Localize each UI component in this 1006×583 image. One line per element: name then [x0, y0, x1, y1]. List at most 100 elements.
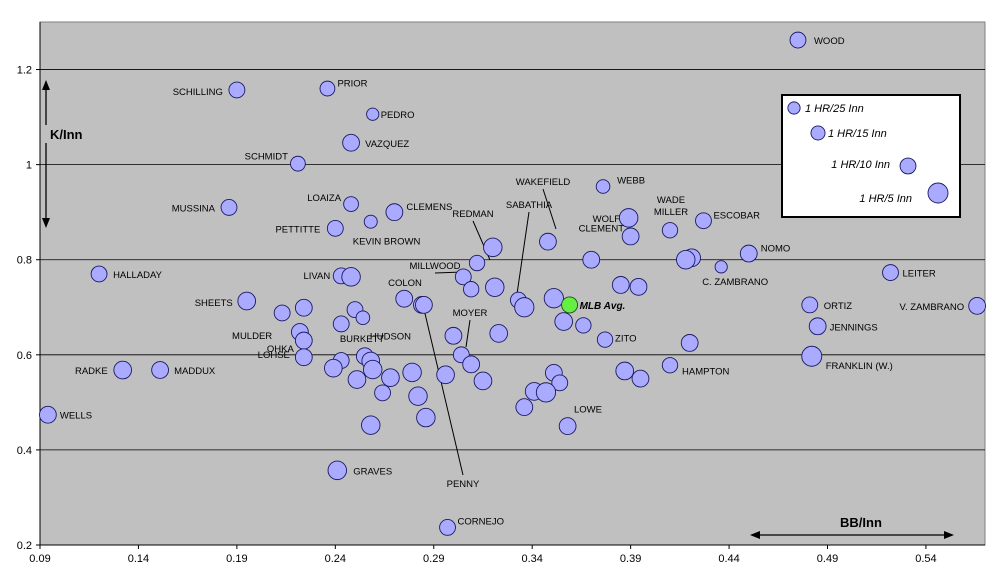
point-label: MILLWOOD	[409, 261, 460, 272]
data-point	[39, 405, 57, 424]
data-point	[327, 460, 347, 481]
data-point	[680, 334, 699, 352]
data-point	[631, 369, 650, 388]
legend: 1 HR/25 Inn 1 HR/15 Inn 1 HR/10 Inn 1 HR/5 …	[781, 94, 961, 218]
data-point	[463, 281, 480, 298]
average-point	[561, 296, 579, 314]
point-label: CORNEJO	[458, 516, 504, 527]
point-label: ORTIZ	[824, 301, 853, 312]
point-label: WEBB	[617, 176, 645, 187]
data-point	[436, 365, 455, 385]
data-point	[363, 214, 378, 229]
y-tick-labels: 0.2 0.4 0.6 0.8 1 1.2	[17, 65, 32, 552]
data-point	[661, 357, 679, 374]
point-label: ZITO	[615, 334, 636, 345]
point-label: LOWE	[574, 404, 602, 415]
x-tick-label: 0.24	[325, 553, 346, 565]
point-label: ESCOBAR	[713, 211, 760, 222]
data-point	[714, 260, 728, 274]
legend-label: 1 HR/5 Inn	[859, 193, 912, 205]
point-label: JENNINGS	[830, 322, 878, 333]
legend-label: 1 HR/25 Inn	[805, 103, 864, 115]
data-point	[968, 296, 986, 315]
leader-line	[516, 211, 530, 295]
data-point	[611, 276, 630, 294]
x-tick-label: 0.09	[29, 553, 50, 565]
point-label: MUSSINA	[172, 203, 216, 214]
data-point	[462, 355, 481, 374]
x-tick-label: 0.29	[423, 553, 444, 565]
point-label: CLEMENS	[406, 202, 452, 213]
data-point	[294, 348, 313, 367]
data-point	[342, 133, 360, 152]
data-point	[575, 317, 592, 334]
point-label: WOLF	[593, 214, 621, 225]
point-label: VAZQUEZ	[365, 139, 409, 150]
legend-marker	[899, 157, 917, 175]
point-label: C. ZAMBRANO	[702, 277, 768, 288]
data-point	[454, 268, 472, 286]
x-tick-label: 0.19	[226, 553, 247, 565]
leader-line	[542, 188, 557, 230]
data-point	[801, 296, 819, 314]
data-point	[355, 310, 371, 326]
data-point	[408, 386, 428, 406]
point-label: PRIOR	[337, 79, 367, 90]
data-point	[415, 296, 433, 314]
data-point	[290, 155, 306, 172]
point-label: WADE	[657, 195, 685, 206]
x-tick-label: 0.39	[620, 553, 641, 565]
x-tick-label: 0.54	[915, 553, 936, 565]
data-point	[361, 415, 381, 435]
data-point	[444, 326, 463, 345]
data-point	[808, 317, 827, 336]
point-label: REDMAN	[452, 209, 493, 220]
legend-label: 1 HR/15 Inn	[828, 128, 887, 140]
point-label: MLB Avg.	[580, 301, 626, 312]
data-point	[332, 315, 350, 333]
point-label: HUDSON	[370, 332, 411, 343]
data-point	[539, 232, 557, 251]
data-point	[402, 362, 422, 383]
data-point	[485, 277, 505, 298]
data-point	[621, 227, 640, 246]
point-label: RADKE	[75, 366, 108, 377]
point-label: NOMO	[761, 244, 791, 255]
data-point	[228, 81, 246, 99]
data-point	[220, 199, 238, 216]
y-tick-label: 0.6	[17, 350, 32, 362]
data-point	[294, 298, 313, 317]
point-labels: WOOD PRIOR SCHILLING PEDRO VAZQUEZ SCHMIDT WEB…	[60, 36, 964, 527]
data-point	[343, 196, 359, 212]
data-point	[90, 265, 108, 283]
data-point	[319, 80, 336, 97]
point-label: OHKA	[267, 344, 295, 355]
data-point	[294, 331, 313, 350]
data-point	[273, 304, 291, 322]
data-point	[739, 244, 758, 263]
point-label: GRAVES	[353, 466, 392, 477]
data-point	[395, 289, 414, 308]
point-label: WOOD	[814, 36, 845, 47]
data-point	[347, 370, 367, 389]
legend-marker	[787, 101, 801, 115]
data-point	[468, 254, 486, 272]
legend-label: 1 HR/10 Inn	[831, 159, 890, 171]
point-label: MOYER	[453, 308, 488, 319]
point-label: PETTITTE	[275, 224, 320, 235]
data-point	[326, 219, 344, 237]
y-axis-label: K/Inn	[50, 127, 83, 142]
x-tick-label: 0.44	[718, 553, 739, 565]
data-point	[113, 360, 132, 380]
legend-marker	[810, 125, 826, 141]
point-label: SCHILLING	[173, 87, 223, 98]
data-point	[514, 297, 535, 318]
data-points	[39, 31, 986, 536]
data-point	[151, 361, 169, 379]
y-tick-label: 1.2	[17, 65, 32, 77]
point-label: LOHSE	[258, 350, 290, 361]
data-point	[374, 384, 391, 402]
data-point	[551, 374, 569, 392]
point-label: SCHMIDT	[245, 152, 288, 163]
legend-marker	[927, 182, 949, 204]
